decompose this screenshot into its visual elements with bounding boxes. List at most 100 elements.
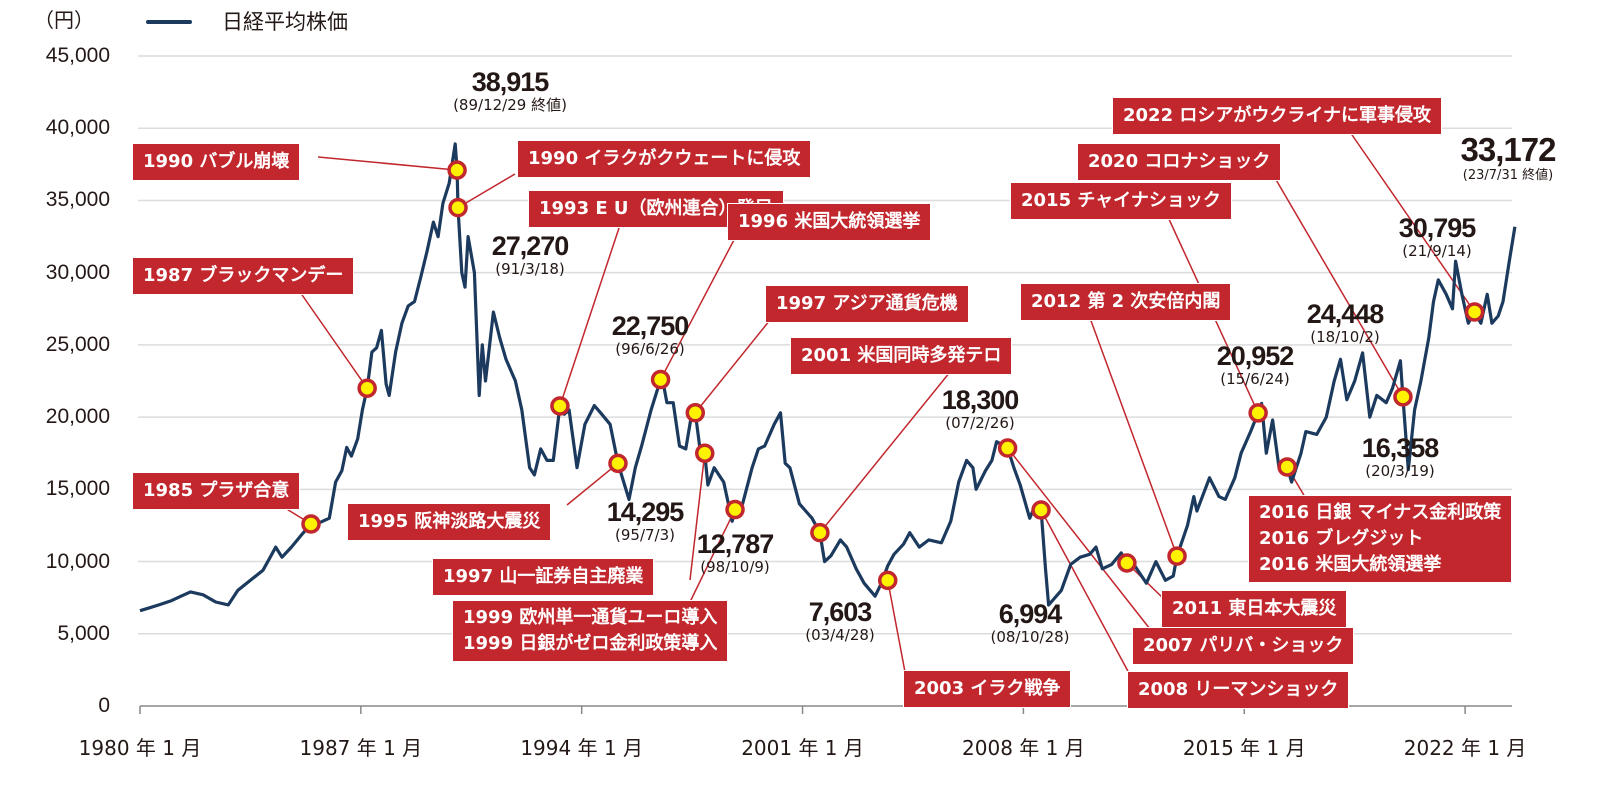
y-tick-label: 35,000 — [45, 188, 110, 212]
value-label-number: 38,915 — [471, 67, 550, 97]
annotation-leader-line — [1089, 317, 1178, 557]
y-tick-label: 25,000 — [45, 332, 110, 356]
value-label-date: (08/10/28) — [990, 628, 1070, 646]
event-marker — [301, 514, 321, 534]
value-label-number: 16,358 — [1361, 433, 1440, 463]
value-label: 12,787 (98/10/9) — [696, 529, 775, 576]
annotation-leader-line — [566, 462, 619, 506]
event-marker — [650, 369, 671, 390]
annotation-leader-line — [1274, 177, 1404, 398]
value-label: 18,300 (07/2/26) — [941, 385, 1020, 432]
value-label-number: 24,448 — [1306, 299, 1385, 329]
legend-label: 日経平均株価 — [222, 10, 348, 34]
event-marker — [357, 378, 377, 398]
event-marker — [447, 160, 467, 180]
annotation-leader-line — [299, 291, 368, 389]
annotation-label: 1995 阪神淡路大震災 — [347, 503, 552, 541]
event-marker — [725, 499, 745, 520]
event-marker — [1248, 403, 1268, 423]
annotation-label: 1999 欧州単一通貨ユーロ導入 1999 日銀がゼロ金利政策導入 — [452, 600, 729, 662]
annotation-label: 2015 チャイナショック — [1010, 182, 1232, 220]
y-tick-label: 45,000 — [45, 44, 110, 67]
value-label-number: 18,300 — [941, 385, 1020, 415]
annotation-leader-line — [559, 224, 621, 407]
value-label-date: (18/10/2) — [1310, 328, 1380, 346]
event-marker — [1393, 387, 1413, 407]
annotation-label: 1985 プラザ合意 — [132, 472, 301, 510]
event-marker — [694, 443, 715, 463]
value-label-number: 12,787 — [696, 529, 775, 559]
value-label: 38,915 (89/12/29 終値) — [453, 68, 567, 114]
value-label-number: 30,795 — [1398, 213, 1477, 243]
annotation-label: 2022 ロシアがウクライナに軍事侵攻 — [1112, 97, 1443, 135]
annotation-label: 1990 バブル崩壊 — [132, 143, 301, 181]
annotation-label: 1990 イラクがクウェートに侵攻 — [517, 140, 812, 178]
annotation-label: 2016 日銀 マイナス金利政策 2016 ブレグジット 2016 米国大統領選… — [1248, 495, 1513, 583]
value-label: 16,358 (20/3/19) — [1361, 433, 1440, 480]
value-label: 6,994 (08/10/28) — [990, 600, 1069, 646]
annotation-label: 1997 山一証券自主廃業 — [432, 558, 655, 596]
value-label: 30,795 (21/9/14) — [1398, 213, 1477, 260]
annotation-leader-line — [659, 237, 736, 380]
y-tick-label: 30,000 — [45, 260, 110, 284]
value-label: 27,270 (91/3/18) — [491, 231, 570, 278]
x-tick-label: 1994 年 1 月 — [520, 736, 644, 760]
event-marker — [810, 522, 830, 543]
y-tick-label: 5,000 — [57, 621, 110, 645]
value-label: 20,952 (15/6/24) — [1217, 342, 1295, 388]
annotation-label: 2020 コロナショック — [1077, 143, 1282, 181]
annotation-label: 1996 米国大統領選挙 — [727, 203, 932, 241]
annotation-leader-line — [317, 156, 458, 171]
value-label-date: (98/10/9) — [700, 558, 770, 576]
nikkei-series-line — [139, 142, 1517, 613]
x-tick-label: 2022 年 1 月 — [1403, 736, 1527, 760]
value-label: 14,295 (95/7/3) — [607, 498, 685, 544]
value-label-date: (89/12/29 終値) — [453, 96, 567, 114]
y-tick-label: 40,000 — [45, 116, 110, 140]
annotation-label: 2001 米国同時多発テロ — [790, 337, 1013, 375]
event-marker — [997, 438, 1018, 458]
annotation-leader-line — [886, 580, 906, 673]
y-tick-label: 10,000 — [45, 549, 110, 573]
annotation-label: 2012 第 2 次安倍内閣 — [1020, 283, 1232, 321]
annotation-label: 2011 東日本大震災 — [1161, 590, 1348, 628]
annotation-leader-line — [1007, 447, 1151, 630]
annotation-leader-line — [689, 453, 706, 581]
event-marker — [685, 403, 706, 423]
value-label-date: (23/7/31 終値) — [1462, 168, 1554, 183]
value-label: 22,750 (96/6/26) — [611, 311, 690, 358]
annotation-leader-line — [819, 371, 951, 534]
value-label-number: 7,603 — [808, 597, 873, 627]
value-label-date: (03/4/28) — [805, 626, 875, 644]
event-marker — [877, 570, 898, 591]
value-label-number: 27,270 — [491, 231, 570, 261]
annotation-leader-line — [689, 509, 736, 603]
value-label-number: 22,750 — [611, 311, 690, 341]
value-label-number: 6,994 — [998, 599, 1063, 629]
y-tick-label: 0 — [98, 694, 110, 717]
x-tick-label: 2001 年 1 月 — [741, 736, 864, 760]
y-tick-label: 15,000 — [45, 477, 110, 501]
event-marker — [1117, 553, 1137, 573]
x-tick-label: 1987 年 1 月 — [299, 736, 423, 760]
event-marker — [1277, 457, 1297, 477]
annotation-label: 1997 アジア通貨危機 — [765, 285, 969, 323]
annotation-label: 2008 リーマンショック — [1127, 671, 1350, 709]
value-label: 33,172 (23/7/31 終値) — [1461, 133, 1557, 185]
value-label: 24,448 (18/10/2) — [1306, 299, 1385, 346]
x-tick-label: 2008 年 1 月 — [962, 736, 1085, 760]
value-label-date: (95/7/3) — [615, 526, 675, 544]
annotation-label: 2007 パリバ・ショック — [1132, 627, 1355, 665]
value-label-date: (15/6/24) — [1220, 370, 1290, 388]
value-label-date: (91/3/18) — [495, 260, 565, 278]
value-label-date: (21/9/14) — [1402, 242, 1472, 260]
event-marker — [448, 197, 468, 218]
value-label: 7,603 (03/4/28) — [805, 598, 875, 644]
annotation-leader-line — [1040, 509, 1131, 676]
event-marker — [550, 396, 570, 416]
value-label-date: (07/2/26) — [945, 414, 1015, 432]
x-tick-label: 2015 年 1 月 — [1182, 736, 1306, 760]
x-tick-label: 1980 年 1 月 — [78, 736, 202, 760]
y-tick-label: 20,000 — [45, 405, 110, 429]
